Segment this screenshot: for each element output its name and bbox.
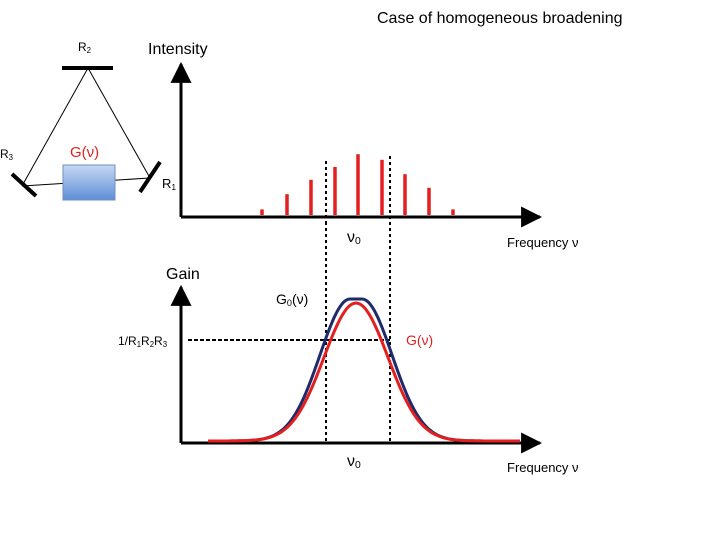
mirror-r3 — [10, 172, 38, 198]
mirror-r1 — [138, 160, 162, 194]
mirror-r3-label: R3 — [0, 147, 14, 162]
frequency-axis-label-bottom: Frequency ν — [507, 460, 579, 475]
gain-curve-label: G(ν) — [406, 332, 434, 348]
longitudinal-modes — [260, 154, 455, 215]
gain-medium — [62, 164, 116, 201]
beam-path-right — [87, 67, 151, 179]
center-frequency-label-bottom: ν0 — [347, 453, 361, 471]
gain-axis-label: Gain — [166, 266, 200, 283]
intensity-axis-label: Intensity — [148, 41, 208, 58]
gain-medium-label: G(ν) — [70, 144, 100, 161]
page-title: Case of homogeneous broadening — [377, 10, 623, 27]
saturated-gain-curve — [208, 301, 520, 443]
peak-gain-label: G0(ν) — [276, 291, 309, 308]
frequency-axis-label-top: Frequency ν — [507, 235, 579, 250]
center-frequency-label-top: ν0 — [347, 229, 361, 247]
intensity-plot-axes — [170, 61, 543, 228]
beam-path-left — [21, 67, 89, 187]
unsaturated-gain-curve — [208, 297, 520, 443]
mirror-r2-label: R2 — [78, 40, 92, 55]
threshold-label: 1/R1R2R3 — [118, 334, 168, 349]
laser-cavity — [10, 66, 162, 201]
mirror-r1-label: R1 — [162, 176, 177, 192]
gain-plot-axes — [170, 284, 543, 454]
